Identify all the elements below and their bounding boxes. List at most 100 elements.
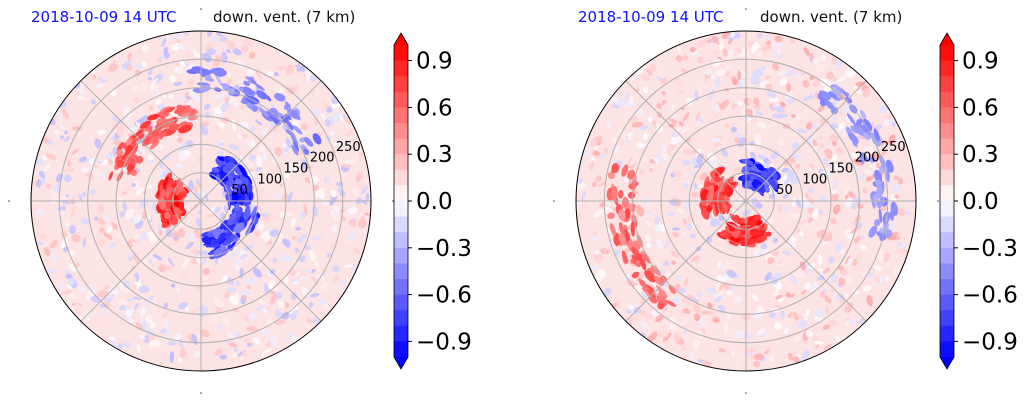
field-speckle <box>833 178 838 189</box>
field-speckle <box>174 66 184 74</box>
field-speckle <box>193 185 198 194</box>
field-speckle <box>704 319 714 325</box>
field-speckle <box>686 137 691 142</box>
field-speckle <box>253 267 262 278</box>
field-speckle <box>66 161 72 167</box>
field-speckle <box>734 166 743 174</box>
field-speckle <box>627 131 634 142</box>
field-speckle <box>643 212 650 219</box>
field-speckle <box>635 204 643 211</box>
field-speckle <box>213 206 221 214</box>
field-speckle <box>132 284 137 291</box>
field-speckle <box>728 38 733 45</box>
field-speckle <box>277 300 285 308</box>
field-speckle <box>693 182 698 190</box>
field-speckle <box>64 136 71 143</box>
field-speckle <box>98 198 105 206</box>
field-speckle <box>844 194 849 200</box>
field-speckle <box>763 68 773 76</box>
field-speckle <box>279 211 285 218</box>
feature-blob <box>644 284 655 292</box>
field-speckle <box>124 185 132 193</box>
feature-blob <box>231 163 242 176</box>
field-speckle <box>897 232 904 238</box>
field-speckle <box>814 345 820 349</box>
radial-tick-label: 200 <box>310 151 335 166</box>
field-speckle <box>192 94 201 102</box>
field-speckle <box>58 290 66 298</box>
field-speckle <box>737 83 743 88</box>
field-speckle <box>822 324 831 330</box>
field-speckle <box>132 213 142 224</box>
field-speckle <box>346 168 352 180</box>
field-speckle <box>102 231 113 240</box>
field-speckle <box>193 229 203 238</box>
field-speckle <box>777 71 788 75</box>
field-speckle <box>592 126 600 138</box>
field-speckle <box>825 306 830 316</box>
feature-blob <box>227 173 235 188</box>
colorbar: 0.9 0.6 0.3 0.0 −0.3 −0.6 −0.9 <box>393 32 472 370</box>
field-speckle <box>195 46 201 54</box>
field-speckle <box>713 59 722 67</box>
field-speckle <box>222 275 229 281</box>
field-speckle <box>212 269 218 275</box>
field-speckle <box>80 217 90 225</box>
field-speckle <box>795 71 802 78</box>
field-speckle <box>577 178 584 184</box>
field-speckle <box>789 274 798 284</box>
field-speckle <box>141 44 149 53</box>
field-speckle <box>332 224 338 233</box>
field-speckle <box>789 214 802 220</box>
field-speckle <box>280 254 293 263</box>
field-speckle <box>672 297 680 305</box>
field-speckle <box>859 173 865 181</box>
field-speckle <box>152 77 159 86</box>
field-speckle <box>732 284 738 292</box>
feature-blob <box>885 159 894 173</box>
field-speckle <box>665 87 671 99</box>
field-speckle <box>591 265 600 271</box>
field-speckle <box>275 127 281 131</box>
field-speckle <box>117 299 128 305</box>
feature-blob <box>233 203 240 212</box>
feature-blob <box>207 251 214 256</box>
field-speckle <box>734 137 740 144</box>
field-speckle <box>110 60 117 66</box>
field-speckle <box>292 280 299 285</box>
field-speckle <box>300 299 307 305</box>
field-speckle <box>104 215 111 222</box>
field-speckle <box>272 334 278 343</box>
field-speckle <box>184 305 190 312</box>
field-speckle <box>175 162 183 169</box>
grid-spoke <box>745 200 867 322</box>
field-speckle <box>261 277 270 282</box>
field-speckle <box>275 65 287 71</box>
field-speckle <box>322 100 329 109</box>
feature-blob <box>752 219 759 225</box>
field-speckle <box>291 309 298 316</box>
field-speckle <box>593 257 604 263</box>
field-speckle <box>768 355 775 362</box>
feature-blob <box>879 227 885 234</box>
feature-blob <box>243 86 254 95</box>
field-speckle <box>893 264 900 276</box>
field-speckle <box>302 162 307 171</box>
field-speckle <box>101 334 112 345</box>
field-speckle <box>785 292 791 298</box>
field-speckle <box>43 163 52 172</box>
field-speckle <box>162 154 169 161</box>
field-speckle <box>590 138 598 148</box>
field-speckle <box>837 76 847 83</box>
feature-blob <box>284 101 291 109</box>
field-speckle <box>817 105 825 112</box>
field-speckle <box>232 48 242 56</box>
field-speckle <box>736 329 745 339</box>
colorbar-tick-label: 0.0 <box>962 189 999 215</box>
field-speckle <box>767 256 775 265</box>
field-speckle <box>171 42 182 51</box>
field-speckle <box>361 185 368 195</box>
field-speckle <box>117 342 124 350</box>
feature-blob <box>248 191 252 201</box>
field-speckle <box>760 243 768 250</box>
